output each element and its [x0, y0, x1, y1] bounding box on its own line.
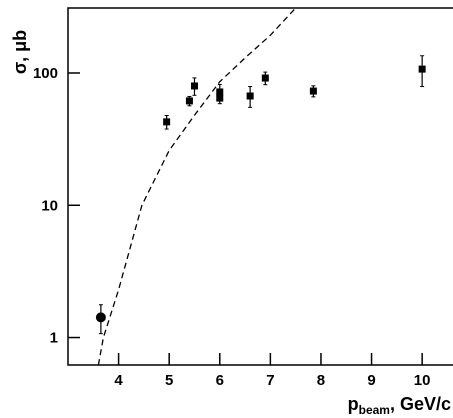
y-tick-label: 10 [41, 197, 58, 214]
x-label-main: p [348, 394, 359, 414]
x-tick-label: 7 [266, 372, 274, 389]
x-tick-label: 9 [367, 372, 375, 389]
x-tick-label: 4 [114, 372, 123, 389]
data-point [163, 118, 171, 126]
data-point [95, 312, 106, 323]
x-label-rest: , GeV/c [390, 394, 451, 414]
data-point [309, 87, 317, 95]
data-point [418, 65, 426, 73]
y-axis-label: σ, μb [10, 30, 30, 74]
data-point [261, 74, 269, 82]
x-tick-label: 8 [317, 372, 325, 389]
x-label-sub: beam [359, 403, 390, 417]
y-tick-label: 100 [33, 65, 58, 82]
x-axis-label: pbeam, GeV/c [348, 394, 451, 417]
plot-frame [67, 7, 453, 366]
data-point [190, 82, 198, 90]
model-curve [97, 7, 297, 366]
data-point [216, 94, 224, 102]
data-point [185, 97, 193, 105]
y-tick-label: 1 [50, 330, 58, 347]
x-tick-label: 5 [165, 372, 173, 389]
x-tick-label: 6 [216, 372, 224, 389]
data-point [216, 88, 224, 96]
data-point [246, 92, 254, 100]
x-tick-label: 10 [414, 372, 431, 389]
